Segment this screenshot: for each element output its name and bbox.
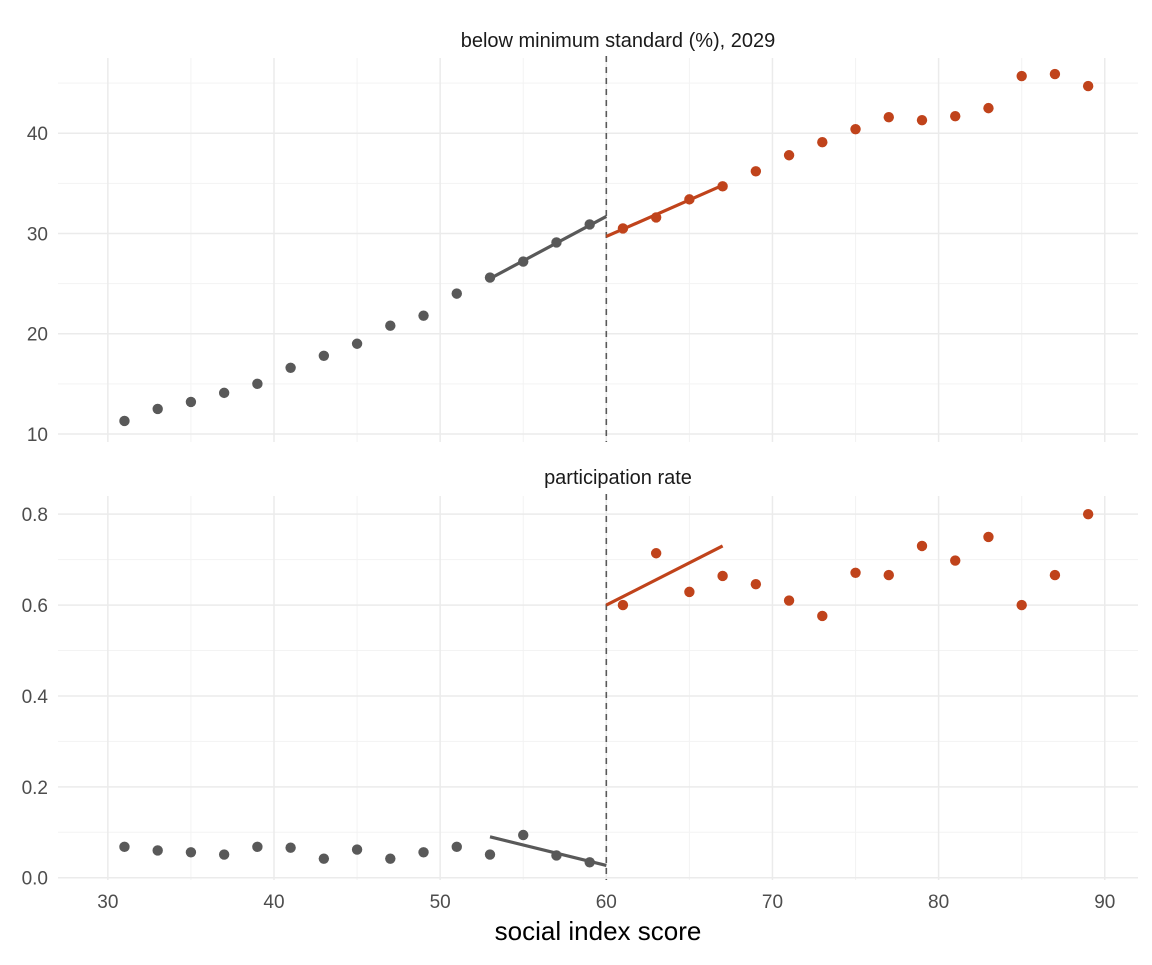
data-point-left xyxy=(385,320,396,331)
data-point-left xyxy=(119,415,130,427)
data-point-right xyxy=(650,212,662,223)
data-point-left xyxy=(218,387,230,399)
data-point-right xyxy=(684,194,695,205)
data-point-right xyxy=(916,540,928,552)
y-tick-label: 0.8 xyxy=(22,505,48,526)
data-point-right xyxy=(916,114,928,126)
data-point-right xyxy=(750,578,762,590)
data-point-right xyxy=(817,610,828,622)
data-point-right xyxy=(950,555,961,566)
data-point-right xyxy=(950,110,961,122)
data-point-right xyxy=(850,123,861,135)
data-point-left xyxy=(518,829,529,841)
panel-title: participation rate xyxy=(544,467,692,489)
data-point-right xyxy=(817,137,828,148)
data-point-left xyxy=(551,850,562,861)
x-tick-label: 30 xyxy=(97,892,118,913)
data-point-right xyxy=(783,595,795,606)
y-tick-label: 0.2 xyxy=(22,778,48,799)
x-tick-label: 90 xyxy=(1094,892,1115,913)
data-point-right xyxy=(783,150,795,161)
x-tick-label: 70 xyxy=(762,892,783,913)
fit-line-right xyxy=(605,544,724,607)
data-point-right xyxy=(983,531,994,543)
data-point-left xyxy=(385,853,396,864)
data-point-left xyxy=(484,849,496,860)
data-point-left xyxy=(418,847,429,858)
y-tick-label: 10 xyxy=(27,425,48,446)
data-point-right xyxy=(617,599,629,611)
data-point-left xyxy=(252,378,263,390)
y-tick-label: 20 xyxy=(27,325,48,346)
x-tick-label: 40 xyxy=(263,892,284,913)
data-point-right xyxy=(750,166,762,177)
data-point-left xyxy=(185,396,197,408)
data-point-left xyxy=(152,845,163,856)
data-point-left xyxy=(185,847,197,858)
data-point-left xyxy=(551,237,562,248)
data-point-left xyxy=(451,288,462,299)
data-point-right xyxy=(684,586,695,598)
panel-below-minimum-standard: 10 20 30 40 below minimum standard (%), 2029 xyxy=(27,30,1138,446)
y-tick-label: 30 xyxy=(27,224,48,245)
panel-title: below minimum standard (%), 2029 xyxy=(461,30,776,52)
data-point-left xyxy=(351,844,363,855)
x-axis-title: social index score xyxy=(495,916,702,946)
data-point-right xyxy=(983,102,994,114)
data-point-right xyxy=(1082,80,1094,92)
data-point-right xyxy=(883,111,894,123)
data-point-left xyxy=(584,857,595,868)
panel-participation-rate: 0.0 0.2 0.4 0.6 0.8 participation rate xyxy=(22,467,1138,890)
data-point-left xyxy=(252,841,263,853)
data-point-right xyxy=(717,181,728,192)
data-point-left xyxy=(285,362,296,374)
x-tick-label: 60 xyxy=(596,892,617,913)
x-axis: 30 40 50 60 70 80 90 xyxy=(97,892,1115,913)
y-tick-label: 40 xyxy=(27,124,48,145)
data-point-left xyxy=(584,219,595,230)
data-point-left xyxy=(218,849,230,860)
data-point-right xyxy=(717,570,728,582)
y-tick-label: 0.0 xyxy=(22,869,48,890)
data-point-left xyxy=(418,310,429,321)
data-point-right xyxy=(1016,599,1027,611)
data-point-right xyxy=(850,567,861,578)
data-point-left xyxy=(484,272,496,283)
data-point-left xyxy=(451,841,462,853)
data-point-right xyxy=(1016,70,1027,82)
data-point-right xyxy=(1049,68,1061,80)
x-tick-label: 80 xyxy=(928,892,949,913)
data-point-left xyxy=(518,256,529,267)
data-point-right xyxy=(1049,569,1061,581)
data-point-left xyxy=(152,403,163,415)
data-point-right xyxy=(883,569,894,581)
data-point-right xyxy=(617,223,629,234)
data-point-left xyxy=(318,853,330,864)
y-tick-label: 0.6 xyxy=(22,596,48,617)
data-point-left xyxy=(351,338,363,349)
data-point-left xyxy=(318,350,330,361)
data-point-right xyxy=(1082,508,1094,520)
data-point-right xyxy=(650,548,662,559)
data-point-left xyxy=(285,842,296,853)
data-point-left xyxy=(119,841,130,853)
y-tick-label: 0.4 xyxy=(22,687,49,708)
x-tick-label: 50 xyxy=(430,892,451,913)
